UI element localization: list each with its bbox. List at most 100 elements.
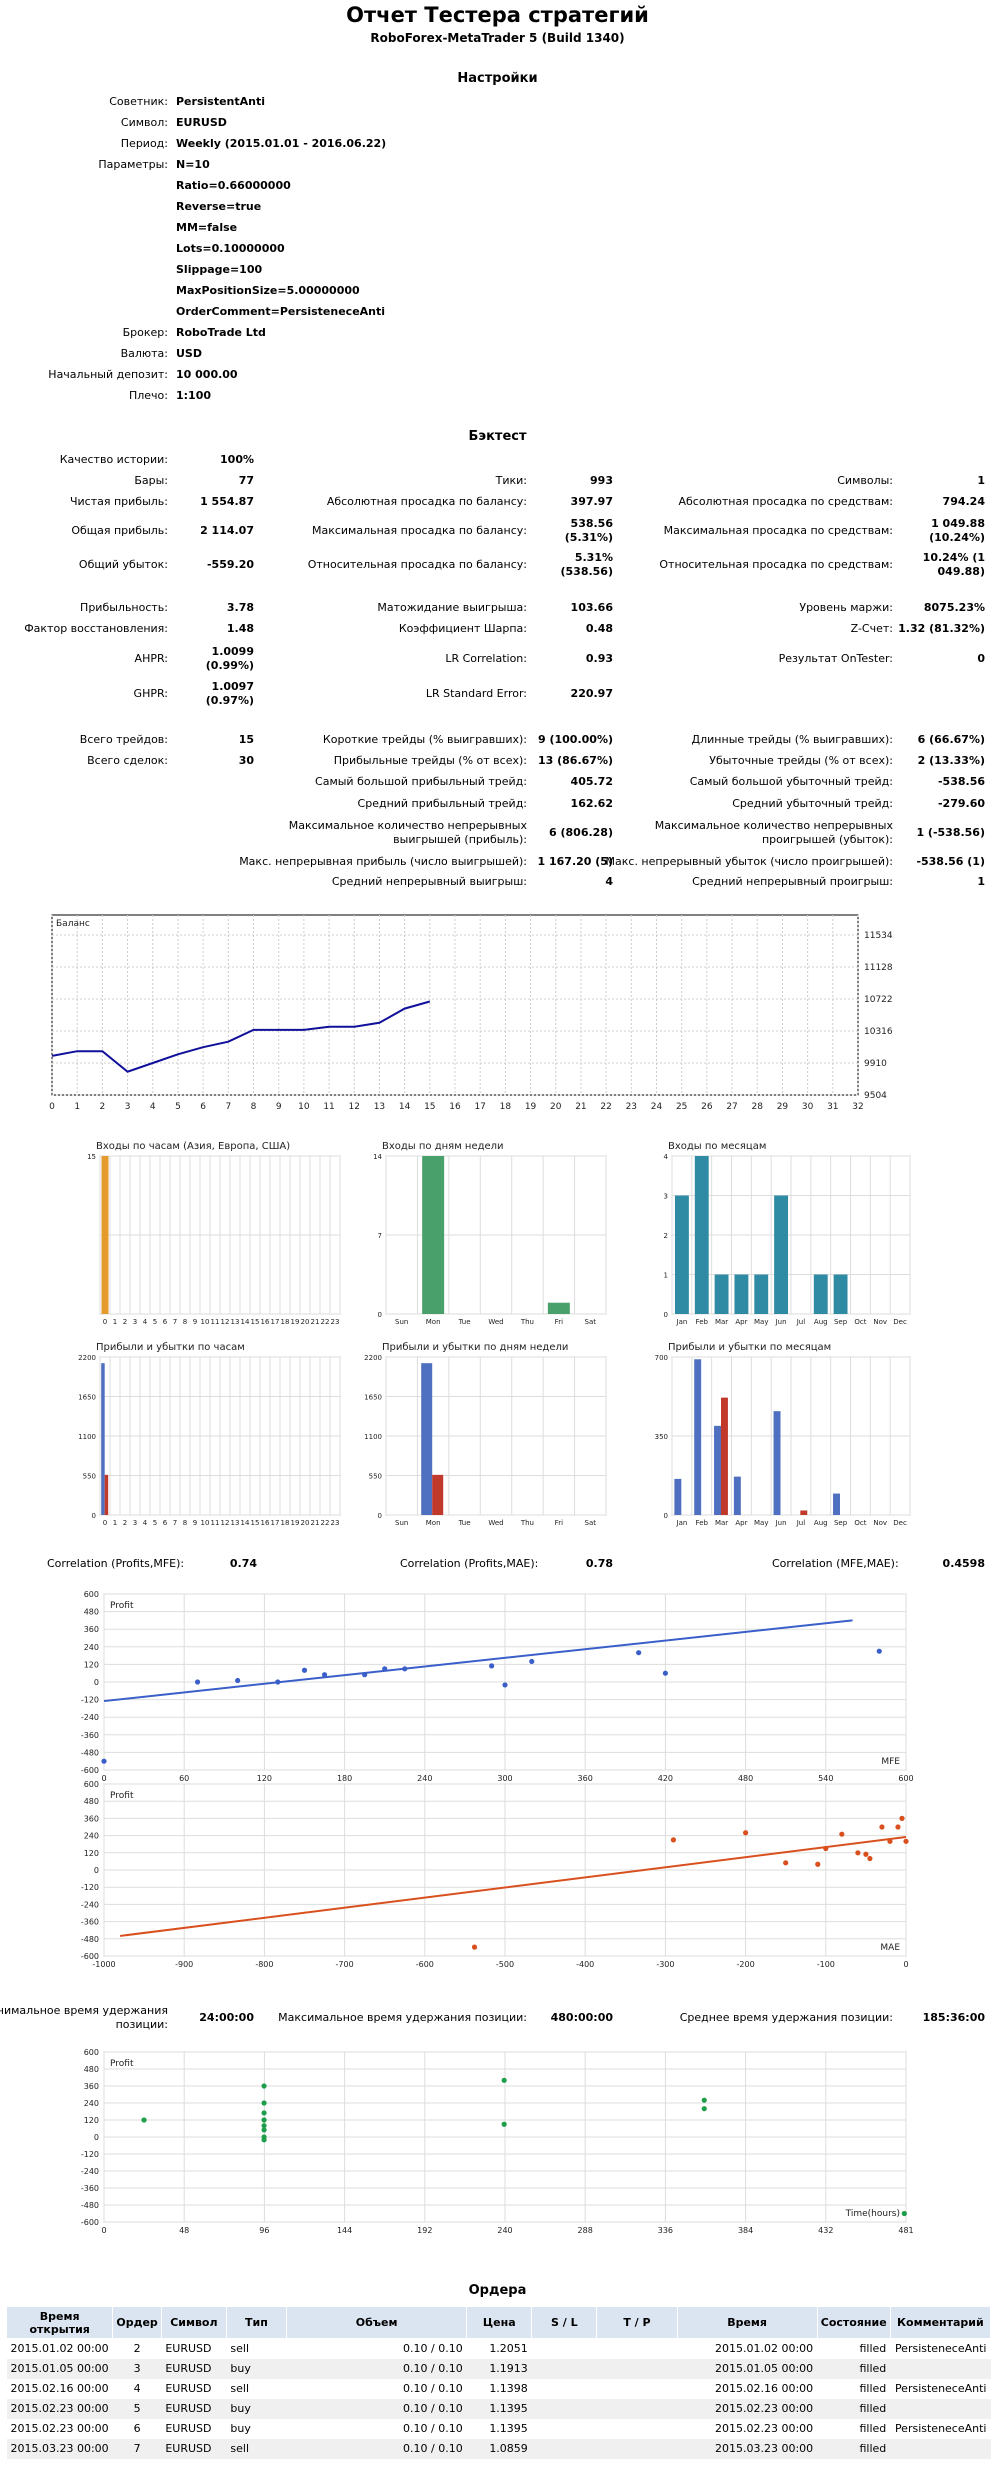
order-cell xyxy=(890,2398,991,2419)
mfe-scatter-chart-y-tick: 480 xyxy=(84,1608,99,1617)
mae-scatter-chart-point xyxy=(815,1861,821,1867)
month-pl-chart-x-tick: Jul xyxy=(796,1519,806,1527)
orders-column-header[interactable]: Тип xyxy=(225,2306,288,2339)
month-entries-chart-x-tick: Nov xyxy=(873,1318,887,1326)
rel-dd-balance-amount: (538.56) xyxy=(560,565,613,578)
holding-time-scatter-chart-y-tick: -480 xyxy=(81,2201,99,2210)
hour-pl-chart-x-tick: 3 xyxy=(133,1519,137,1527)
max-cons-loss-label: Макс. непрерывный убыток (число проигрыш… xyxy=(605,855,893,868)
order-cell: EURUSD xyxy=(161,2398,227,2419)
symbols-label: Символы: xyxy=(837,474,893,487)
orders-column-header[interactable]: T / P xyxy=(596,2306,678,2339)
orders-column-header[interactable]: Символ xyxy=(160,2306,227,2339)
ontester-label: Результат OnTester: xyxy=(778,652,893,665)
order-cell: 2015.02.16 00:00 xyxy=(715,2382,814,2395)
order-cell: 0.10 / 0.10 xyxy=(403,2342,463,2356)
month-entries-chart-x-tick: Jul xyxy=(796,1318,806,1326)
month-entries-chart-bar xyxy=(754,1274,769,1314)
balance-x-tick: 22 xyxy=(600,1102,611,1112)
order-cell: 0.10 / 0.10 xyxy=(286,2438,467,2459)
mae-scatter-chart-ylabel: Profit xyxy=(110,1791,134,1801)
mfe-scatter-chart-point xyxy=(489,1663,495,1669)
balance-x-tick: 13 xyxy=(374,1102,385,1112)
weekday-entries-chart-bar xyxy=(547,1302,570,1314)
settings-label: Параметры: xyxy=(98,158,168,171)
balance-x-tick: 9 xyxy=(276,1102,282,1112)
weekday-entries-chart-x-tick: Tue xyxy=(458,1318,471,1326)
hour-pl-chart-x-tick: 8 xyxy=(183,1519,187,1527)
order-cell: filled xyxy=(859,2342,887,2356)
orders-column-header[interactable]: Время xyxy=(676,2306,818,2339)
weekday-pl-chart-y-tick: 2200 xyxy=(364,1354,382,1362)
weekday-pl-chart-x-tick: Sat xyxy=(585,1519,597,1527)
profit-trades-label: Прибыльные трейды (% от всех): xyxy=(333,754,527,767)
orders-column-header[interactable]: Комментарий xyxy=(889,2306,992,2339)
rel-dd-balance-value: 5.31% xyxy=(574,551,613,564)
avg-hold-label: Среднее время удержания позиции: xyxy=(679,2011,893,2024)
mfe-scatter-chart-x-tick: 60 xyxy=(179,1774,189,1783)
abs-dd-balance-label: Абсолютная просадка по балансу: xyxy=(326,495,527,508)
order-cell: filled xyxy=(817,2438,891,2459)
order-row: 2015.02.23 00:00 5 EURUSD buy 0.10 / 0.10 1.1… xyxy=(6,2398,991,2419)
abs-dd-balance-value: 397.97 xyxy=(570,495,613,508)
orders-table: Время открытия Ордер Символ Тип Объем Цена S /… xyxy=(5,2306,992,2459)
order-cell: EURUSD xyxy=(165,2342,212,2356)
orders-column-header[interactable]: S / L xyxy=(531,2306,598,2339)
holding-time-scatter-chart-point xyxy=(261,2137,267,2143)
holding-time-scatter-chart-y-tick: 240 xyxy=(84,2099,99,2108)
max-dd-balance-value: 538.56 xyxy=(570,517,613,530)
month-pl-chart-bar xyxy=(800,1510,808,1515)
weekday-pl-chart-bar xyxy=(432,1474,444,1515)
weekday-entries-chart-y-tick: 0 xyxy=(378,1311,382,1319)
order-row: 2015.02.16 00:00 4 EURUSD sell 0.10 / 0.10 1.… xyxy=(7,2379,991,2399)
hour-entries-chart-x-tick: 7 xyxy=(173,1318,177,1326)
largest-profit-label: Самый большой прибыльный трейд: xyxy=(315,775,527,788)
month-pl-chart-x-tick: Jun xyxy=(775,1519,787,1527)
orders-column-header[interactable]: Время открытия xyxy=(5,2306,114,2339)
zscore-label: Z-Счет: xyxy=(850,622,893,635)
hour-pl-chart-x-tick: 18 xyxy=(281,1519,290,1527)
mae-scatter-chart-y-tick: 600 xyxy=(84,1780,99,1789)
weekday-pl-chart-y-tick: 1100 xyxy=(364,1433,382,1441)
mae-scatter-chart-point xyxy=(887,1838,893,1844)
mae-scatter-chart-point xyxy=(855,1850,861,1856)
hour-pl-chart-x-tick: 10 xyxy=(201,1519,210,1527)
hour-pl-chart-y-tick: 0 xyxy=(92,1512,96,1520)
mae-scatter-chart-x-tick: -300 xyxy=(656,1960,674,1969)
orders-column-header[interactable]: Объем xyxy=(285,2306,468,2339)
orders-column-header[interactable]: Цена xyxy=(466,2306,533,2339)
holding-time-scatter-chart-x-tick: 336 xyxy=(658,2226,673,2235)
holding-time-scatter-chart-x-tick: 240 xyxy=(497,2226,512,2235)
mae-scatter-chart-y-tick: -360 xyxy=(81,1918,99,1927)
hour-entries-chart-x-tick: 23 xyxy=(331,1318,340,1326)
orders-column-header[interactable]: Ордер xyxy=(112,2306,162,2339)
hour-entries-chart-x-tick: 14 xyxy=(241,1318,250,1326)
month-pl-chart-bar xyxy=(694,1359,702,1515)
weekday-pl-chart-y-tick: 550 xyxy=(369,1473,382,1481)
min-hold-label-2: позиции: xyxy=(115,2018,168,2031)
mfe-scatter-chart-y-tick: 0 xyxy=(94,1678,99,1687)
month-pl-chart-x-tick: Jan xyxy=(676,1519,688,1527)
mae-scatter-chart-y-tick: -600 xyxy=(81,1952,99,1961)
month-pl-chart-bar xyxy=(833,1493,840,1515)
month-pl-chart-bar xyxy=(720,1397,728,1515)
balance-x-tick: 18 xyxy=(500,1102,512,1112)
mfe-scatter-chart-x-tick: 120 xyxy=(257,1774,272,1783)
mfe-scatter-chart-y-tick: -240 xyxy=(81,1713,99,1722)
mfe-scatter-chart-point xyxy=(402,1666,408,1672)
order-cell: EURUSD xyxy=(161,2438,227,2459)
weekday-entries-chart-bar xyxy=(422,1156,445,1314)
month-pl-chart-x-tick: Sep xyxy=(834,1519,848,1527)
profitability-value: 3.78 xyxy=(226,601,254,614)
orders-column-header[interactable]: Состояние xyxy=(816,2306,891,2339)
month-entries-chart-bar xyxy=(714,1274,729,1314)
largest-profit-value: 405.72 xyxy=(570,775,613,788)
holding-time-scatter-chart-point xyxy=(261,2117,267,2123)
month-pl-chart-y-tick: 350 xyxy=(655,1433,668,1441)
rel-dd-balance-label: Относительная просадка по балансу: xyxy=(307,558,527,571)
holding-time-scatter-chart-y-tick: -120 xyxy=(81,2150,99,2159)
avg-cons-wins-value: 4 xyxy=(605,875,613,888)
gross-loss-label: Общий убыток: xyxy=(78,558,168,571)
mfe-scatter-chart-x-tick: 540 xyxy=(818,1774,833,1783)
holding-time-scatter-chart-x-tick: 288 xyxy=(578,2226,593,2235)
